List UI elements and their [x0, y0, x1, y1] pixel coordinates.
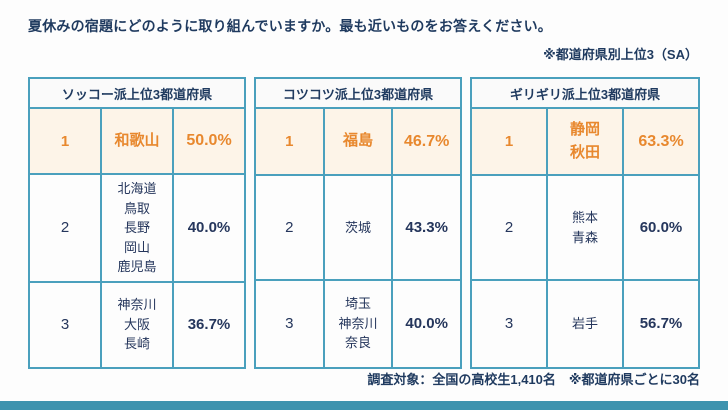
table-row-rank1: 1 和歌山 50.0%	[28, 107, 246, 175]
table-row-rank3: 3 埼玉 神奈川 奈良 40.0%	[254, 278, 462, 369]
table-row-rank1: 1 静岡 秋田 63.3%	[470, 106, 700, 177]
table-header-row: ギリギリ派上位3都道府県	[470, 77, 700, 109]
table-row-rank2: 2 北海道 鳥取 長野 岡山 鹿児島 40.0%	[28, 173, 246, 283]
rank-cell: 2	[254, 174, 325, 281]
table-row-rank2: 2 熊本 青森 60.0%	[470, 174, 700, 281]
bottom-accent-bar	[0, 401, 728, 410]
rank-cell: 3	[254, 278, 325, 369]
table-kotsukotsu: コツコツ派上位3都道府県 1 福島 46.7% 2 茨城 43.3% 3 埼玉 …	[254, 77, 462, 369]
rank-cell: 2	[470, 174, 548, 281]
prefecture-cell: 和歌山	[100, 107, 174, 175]
table-row-rank3: 3 神奈川 大阪 長崎 36.7%	[28, 280, 246, 369]
table-title-girigiri: ギリギリ派上位3都道府県	[470, 77, 700, 109]
tables-row: ソッコー派上位3都道府県 1 和歌山 50.0% 2 北海道 鳥取 長野 岡山 …	[28, 77, 700, 369]
percent-cell: 40.0%	[391, 278, 462, 369]
table-row-rank2: 2 茨城 43.3%	[254, 174, 462, 281]
page-subtitle: ※都道府県別上位3（SA）	[543, 47, 698, 62]
prefecture-cell: 茨城	[322, 174, 394, 281]
prefecture-cell: 福島	[322, 106, 394, 177]
page-title: 夏休みの宿題にどのように取り組んでいますか。最も近いものをお答えください。	[28, 18, 552, 34]
percent-cell: 63.3%	[622, 106, 700, 177]
table-header-row: ソッコー派上位3都道府県	[28, 77, 246, 109]
rank-cell: 1	[254, 106, 325, 177]
percent-cell: 46.7%	[391, 106, 462, 177]
rank-cell: 3	[470, 278, 548, 369]
table-header-row: コツコツ派上位3都道府県	[254, 77, 462, 109]
rank-cell: 1	[28, 107, 102, 175]
table-girigiri: ギリギリ派上位3都道府県 1 静岡 秋田 63.3% 2 熊本 青森 60.0%…	[470, 77, 700, 369]
prefecture-cell: 岩手	[546, 278, 624, 369]
prefecture-cell: 北海道 鳥取 長野 岡山 鹿児島	[100, 173, 174, 283]
percent-cell: 43.3%	[391, 174, 462, 281]
table-sokko: ソッコー派上位3都道府県 1 和歌山 50.0% 2 北海道 鳥取 長野 岡山 …	[28, 77, 246, 369]
percent-cell: 40.0%	[172, 173, 246, 283]
percent-cell: 50.0%	[172, 107, 246, 175]
survey-footnote: 調査対象：全国の高校生1,410名 ※都道府県ごとに30名	[367, 372, 700, 387]
table-row-rank3: 3 岩手 56.7%	[470, 278, 700, 369]
rank-cell: 2	[28, 173, 102, 283]
percent-cell: 36.7%	[172, 280, 246, 369]
percent-cell: 56.7%	[622, 278, 700, 369]
rank-cell: 1	[470, 106, 548, 177]
table-row-rank1: 1 福島 46.7%	[254, 106, 462, 177]
table-title-sokko: ソッコー派上位3都道府県	[28, 77, 246, 109]
prefecture-cell: 静岡 秋田	[546, 106, 624, 177]
table-title-kotsukotsu: コツコツ派上位3都道府県	[254, 77, 462, 109]
percent-cell: 60.0%	[622, 174, 700, 281]
prefecture-cell: 熊本 青森	[546, 174, 624, 281]
prefecture-cell: 埼玉 神奈川 奈良	[322, 278, 394, 369]
prefecture-cell: 神奈川 大阪 長崎	[100, 280, 174, 369]
rank-cell: 3	[28, 280, 102, 369]
